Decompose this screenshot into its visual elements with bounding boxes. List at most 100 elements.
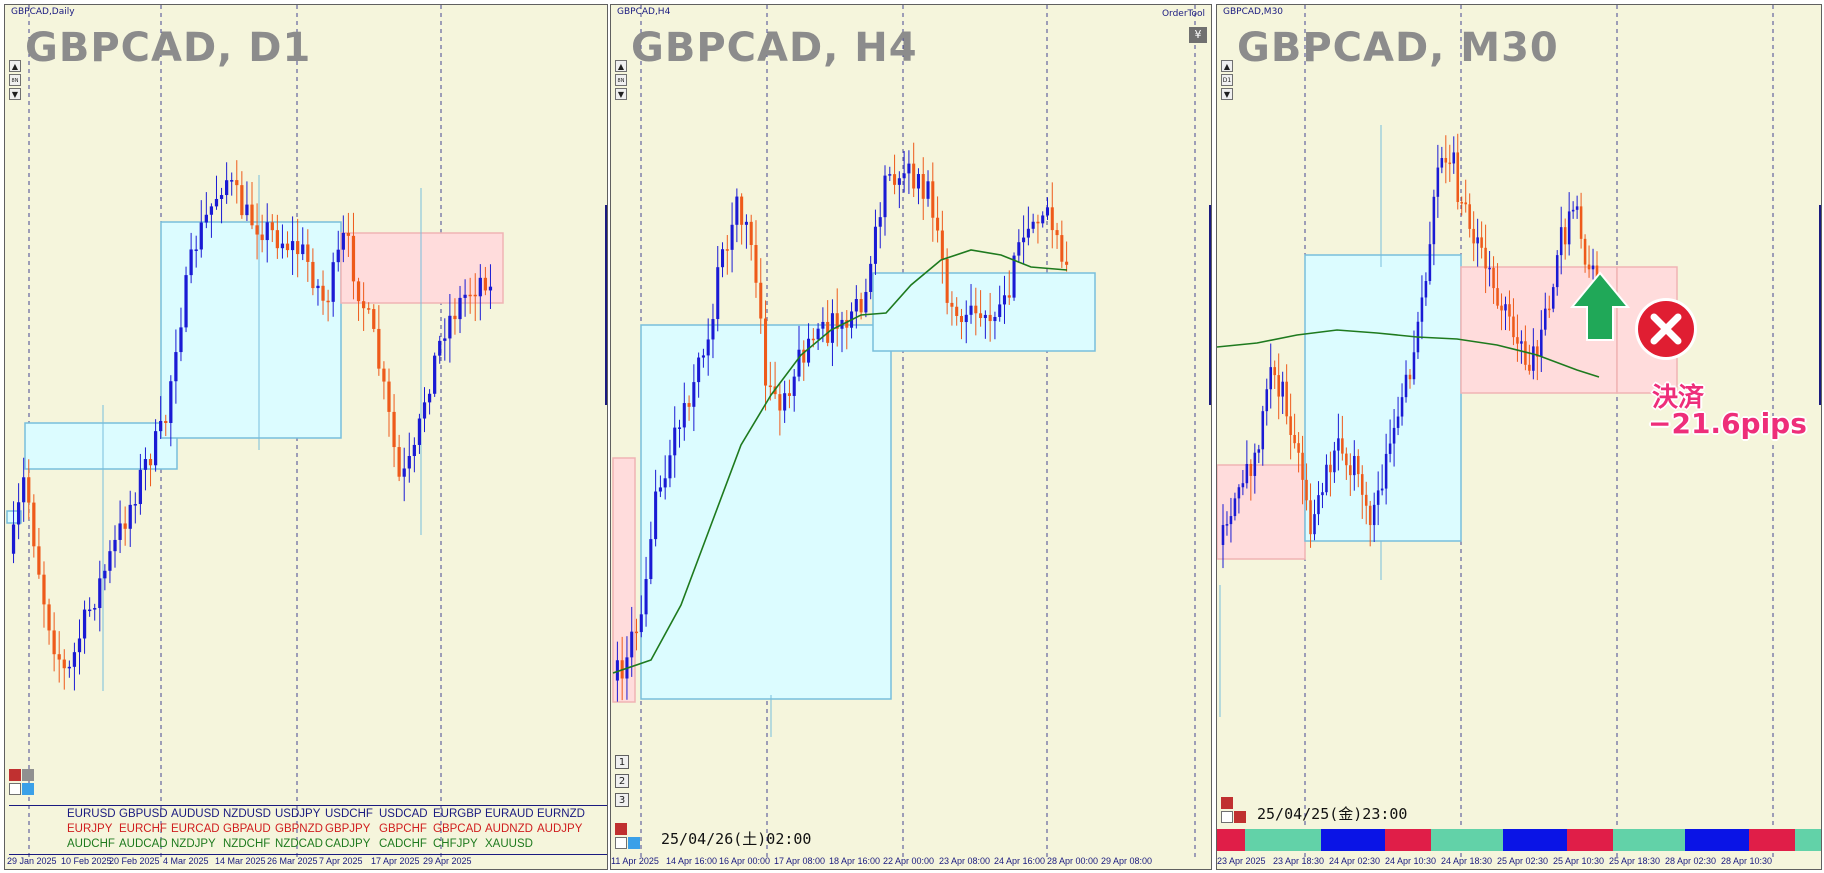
number-button-3[interactable]: 3 bbox=[615, 793, 629, 807]
candle-body bbox=[792, 376, 796, 396]
candle-body bbox=[1452, 152, 1456, 164]
currency-pair-link[interactable]: AUDCAD bbox=[119, 838, 168, 850]
scale-button[interactable]: 8N bbox=[615, 74, 627, 86]
currency-pair-link[interactable]: EURCAD bbox=[171, 823, 220, 835]
scroll-down-button[interactable]: ▼ bbox=[615, 88, 627, 100]
currency-pair-link[interactable]: NZDUSD bbox=[223, 808, 271, 820]
candle-body bbox=[1512, 316, 1515, 338]
candle-body bbox=[1583, 238, 1587, 265]
candle-body bbox=[1060, 235, 1064, 262]
minus-icon[interactable] bbox=[1221, 797, 1233, 809]
mouse-icon[interactable] bbox=[9, 783, 21, 795]
minus-icon[interactable] bbox=[9, 769, 21, 781]
candle-body bbox=[250, 204, 254, 226]
currency-pair-link[interactable]: GBPAUD bbox=[223, 823, 271, 835]
scale-buttons: ▲ 8N ▼ bbox=[615, 60, 627, 102]
candle-body bbox=[1408, 374, 1412, 380]
pair-row-1: EURUSD GBPUSD AUDUSD NZDUSD USDJPY USDCHF USDC… bbox=[9, 808, 607, 822]
session-block bbox=[1503, 829, 1567, 851]
order-tool-label[interactable]: OrderTool bbox=[1161, 9, 1205, 19]
candle-body bbox=[382, 368, 386, 382]
chart-panel-m30[interactable]: GBPCAD,M30 GBPCAD, M30 ▲ D1 ▼ 25/04/25(金… bbox=[1216, 4, 1822, 870]
scroll-up-button[interactable]: ▲ bbox=[615, 60, 627, 72]
candle-body bbox=[744, 221, 748, 225]
candle-body bbox=[331, 262, 335, 302]
candle-body bbox=[98, 578, 102, 609]
currency-pair-link[interactable]: AUDUSD bbox=[171, 808, 220, 820]
currency-pair-link[interactable]: EURAUD bbox=[485, 808, 534, 820]
currency-pair-link[interactable]: USDCAD bbox=[379, 808, 428, 820]
mouse-icon[interactable] bbox=[1221, 811, 1233, 823]
blue-square-icon[interactable] bbox=[22, 783, 34, 795]
candle-body bbox=[916, 174, 920, 189]
currency-pair-link[interactable]: AUDNZD bbox=[485, 823, 533, 835]
candle-body bbox=[630, 631, 634, 658]
candle-body bbox=[1488, 267, 1491, 270]
number-button-1[interactable]: 1 bbox=[615, 755, 629, 769]
candle-body bbox=[1321, 492, 1324, 496]
currency-pair-link[interactable]: EURCHF bbox=[119, 823, 167, 835]
currency-pair-link[interactable]: EURUSD bbox=[67, 808, 116, 820]
currency-pair-link[interactable]: NZDJPY bbox=[171, 838, 216, 850]
scroll-down-button[interactable]: ▼ bbox=[1221, 88, 1233, 100]
number-button-2[interactable]: 2 bbox=[615, 774, 629, 788]
currency-pair-link[interactable]: EURNZD bbox=[537, 808, 585, 820]
candle-body bbox=[443, 338, 447, 341]
currency-pair-link[interactable]: GBPNZD bbox=[275, 823, 323, 835]
currency-pair-link[interactable]: NZDCAD bbox=[275, 838, 323, 850]
yen-icon[interactable]: ¥ bbox=[1189, 27, 1207, 43]
red-square-icon[interactable] bbox=[1234, 811, 1246, 823]
currency-pair-link[interactable]: EURGBP bbox=[433, 808, 482, 820]
blue-square-icon[interactable] bbox=[628, 837, 640, 849]
currency-pair-link[interactable]: GBPCHF bbox=[379, 823, 427, 835]
currency-pair-link[interactable]: USDJPY bbox=[275, 808, 321, 820]
scroll-down-button[interactable]: ▼ bbox=[9, 88, 21, 100]
candle-body bbox=[478, 277, 482, 297]
currency-pair-link[interactable]: XAUUSD bbox=[485, 838, 533, 850]
candle-body bbox=[57, 654, 61, 660]
mouse-icon[interactable] bbox=[615, 837, 627, 849]
grey-square-icon[interactable] bbox=[22, 769, 34, 781]
currency-pair-link[interactable]: AUDJPY bbox=[537, 823, 583, 835]
scale-button[interactable]: 8N bbox=[9, 74, 21, 86]
candlestick-chart-d1[interactable] bbox=[5, 5, 608, 870]
range-box-blue bbox=[1304, 254, 1462, 542]
currency-pair-link[interactable]: NZDCHF bbox=[223, 838, 271, 850]
currency-pair-link[interactable]: GBPJPY bbox=[325, 823, 371, 835]
chart-panel-d1[interactable]: GBPCAD,Daily GBPCAD, D1 ▲ 8N ▼ EURUSD GBP… bbox=[4, 4, 608, 870]
scale-button[interactable]: D1 bbox=[1221, 74, 1233, 86]
currency-pair-link[interactable]: USDCHF bbox=[325, 808, 373, 820]
pair-row-2: EURJPY EURCHF EURCAD GBPAUD GBPNZD GBPJPY GBPC… bbox=[9, 823, 607, 837]
candle-body bbox=[326, 300, 330, 303]
candle-body bbox=[649, 539, 653, 580]
chart-panel-h4[interactable]: GBPCAD,H4 OrderTool ¥ GBPCAD, H4 ▲ 8N ▼ … bbox=[610, 4, 1212, 870]
candle-body bbox=[1444, 158, 1448, 163]
candle-body bbox=[1464, 202, 1467, 205]
annotation-pips-label: −21.6pips bbox=[1648, 407, 1807, 440]
scroll-up-button[interactable]: ▲ bbox=[9, 60, 21, 72]
candle-body bbox=[1007, 295, 1011, 298]
currency-pair-link[interactable]: CADCHF bbox=[379, 838, 427, 850]
currency-pair-link[interactable]: GBPUSD bbox=[119, 808, 168, 820]
arrow-up-icon[interactable] bbox=[1569, 271, 1631, 341]
chart-small-title: GBPCAD,M30 bbox=[1223, 7, 1284, 17]
candle-body bbox=[77, 638, 82, 653]
candle-body bbox=[1396, 416, 1400, 428]
candlestick-chart-h4[interactable] bbox=[611, 5, 1212, 870]
currency-pair-link[interactable]: CHFJPY bbox=[433, 838, 478, 850]
minus-icon[interactable] bbox=[615, 823, 627, 835]
candle-body bbox=[658, 487, 662, 492]
scroll-up-button[interactable]: ▲ bbox=[1221, 60, 1233, 72]
currency-pair-link[interactable]: EURJPY bbox=[67, 823, 113, 835]
candlestick-chart-m30[interactable] bbox=[1217, 5, 1822, 870]
candle-body bbox=[11, 524, 16, 554]
range-box-blue bbox=[872, 272, 1096, 352]
currency-pair-link[interactable]: GBPCAD bbox=[433, 823, 482, 835]
currency-pair-link[interactable]: AUDCHF bbox=[67, 838, 115, 850]
candle-body bbox=[407, 456, 411, 469]
candle-body bbox=[108, 551, 112, 571]
time-axis: 11 Apr 2025 14 Apr 16:00 16 Apr 00:00 17 Ap… bbox=[611, 855, 1211, 869]
candle-body bbox=[463, 294, 467, 298]
candle-body bbox=[1012, 255, 1016, 298]
currency-pair-link[interactable]: CADJPY bbox=[325, 838, 371, 850]
